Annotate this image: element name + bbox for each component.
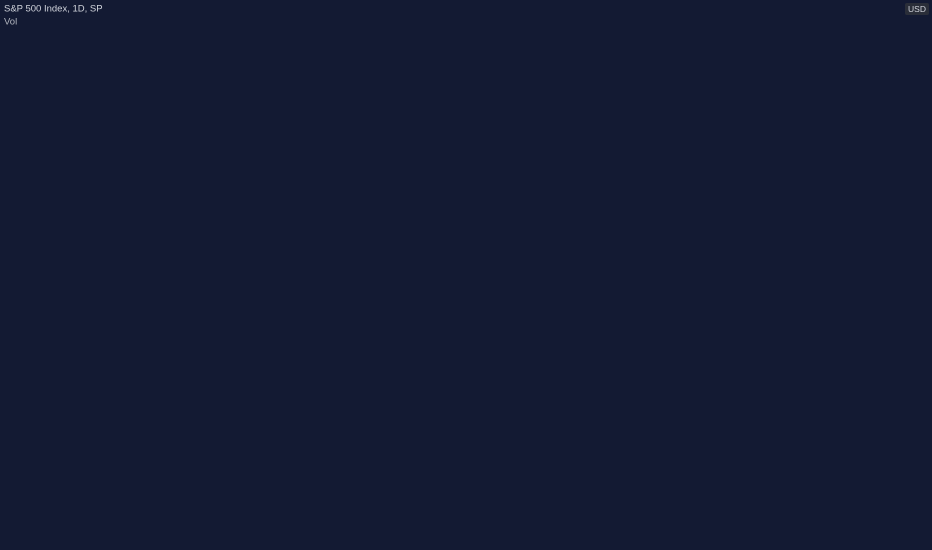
chart-title: S&P 500 Index, 1D, SP (4, 4, 103, 15)
currency-badge[interactable] (905, 3, 929, 15)
currency[interactable]: USD (908, 4, 926, 14)
volume-label: Vol (4, 17, 17, 28)
